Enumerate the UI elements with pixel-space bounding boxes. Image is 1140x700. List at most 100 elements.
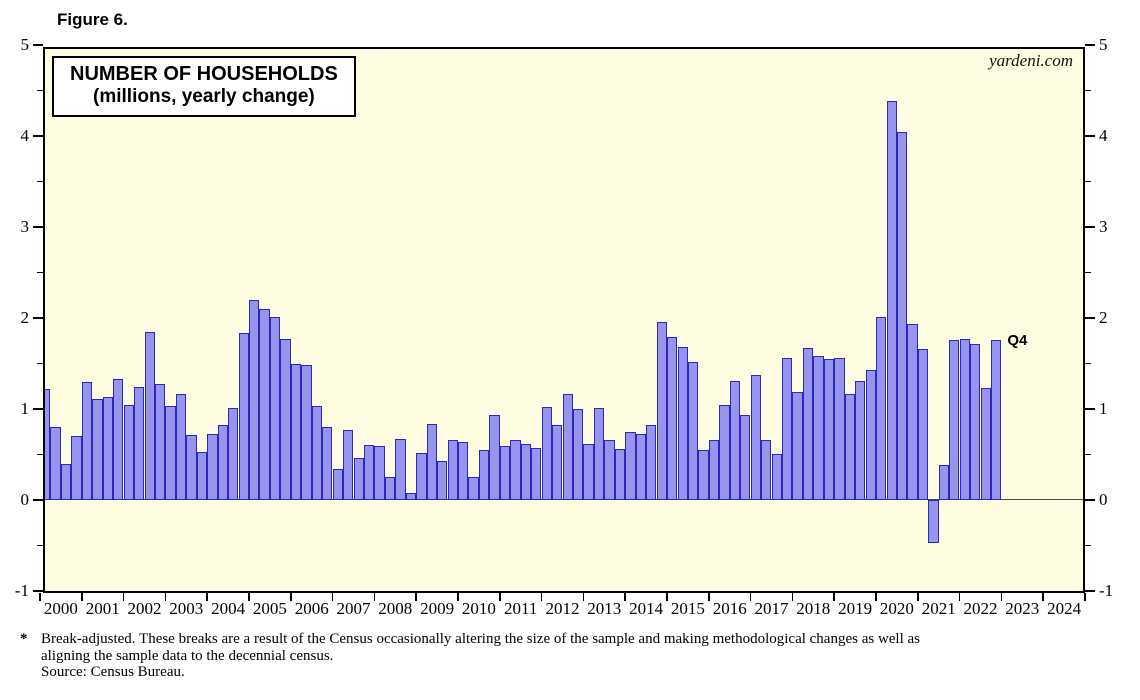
bar-2002-q1 [123, 405, 134, 500]
bar-2014-q2 [635, 433, 646, 500]
bar-2019-q3 [855, 380, 866, 500]
x-axis-label-2001: 2001 [85, 599, 120, 618]
x-tick-2000 [39, 593, 41, 601]
bar-2011-q1 [499, 446, 511, 500]
y-tick-right-4.0 [1085, 135, 1095, 137]
bar-2006-q1 [290, 363, 302, 500]
bar-2003-q1 [165, 406, 176, 500]
bar-2008-q4 [405, 492, 417, 500]
bar-2004-q3 [228, 408, 239, 500]
bar-2020-q1 [876, 317, 887, 500]
bar-2004-q2 [217, 424, 228, 500]
x-axis-label-2002: 2002 [127, 599, 162, 618]
bar-2000-q1 [43, 389, 51, 500]
bar-2022-q3 [980, 388, 991, 500]
y-axis-label-right-3: 3 [1099, 217, 1108, 236]
y-tick-right-5.0 [1085, 44, 1095, 46]
x-tick-2007 [331, 593, 334, 601]
bar-2013-q2 [593, 408, 605, 500]
x-axis-label-2000: 2000 [43, 599, 78, 618]
bar-2017-q4 [781, 358, 793, 500]
x-tick-2010 [457, 593, 459, 601]
x-tick-2025 [1084, 593, 1086, 601]
bar-2001-q1 [81, 381, 93, 500]
watermark-yardeni: yardeni.com [989, 51, 1073, 70]
x-tick-2006 [290, 593, 292, 601]
bar-2019-q2 [844, 394, 855, 500]
x-axis-label-2007: 2007 [336, 599, 371, 618]
bar-2021-q2 [928, 500, 939, 543]
bar-2009-q1 [416, 452, 427, 500]
figure-label: Figure 6. [57, 10, 128, 29]
x-tick-2019 [833, 593, 835, 601]
bar-2021-q3 [938, 465, 950, 500]
y-tick-left-0.0 [33, 499, 43, 501]
x-tick-2002 [122, 593, 125, 601]
bar-2012-q2 [552, 425, 563, 500]
x-axis-label-2023: 2023 [1005, 599, 1040, 618]
y-tick-right-4.5 [1085, 89, 1091, 92]
bar-2009-q3 [437, 460, 448, 500]
bar-2016-q4 [740, 415, 751, 500]
x-axis-label-2012: 2012 [545, 599, 580, 618]
x-tick-2020 [875, 593, 877, 601]
x-axis-label-2013: 2013 [587, 599, 622, 618]
x-tick-2021 [917, 593, 919, 601]
bar-2000-q2 [50, 427, 61, 500]
x-tick-2001 [81, 593, 83, 601]
bar-2001-q4 [113, 379, 124, 500]
bar-2011-q2 [510, 439, 521, 500]
bar-2000-q4 [71, 436, 82, 500]
bar-2009-q4 [447, 439, 458, 500]
x-tick-2015 [666, 593, 668, 601]
footnote-line-1: Break-adjusted. These breaks are a resul… [41, 631, 921, 647]
bar-2007-q4 [363, 444, 375, 500]
x-axis-label-2015: 2015 [670, 599, 705, 618]
bar-2020-q4 [907, 324, 918, 500]
x-axis-label-2011: 2011 [504, 599, 538, 618]
y-axis-label-left-2: 2 [20, 308, 30, 327]
bar-2015-q3 [687, 361, 699, 500]
bar-2018-q3 [813, 356, 824, 500]
y-axis-label-left-5: 5 [20, 35, 30, 54]
bar-2002-q4 [154, 383, 166, 500]
bar-2005-q2 [259, 308, 270, 500]
chart-title: NUMBER OF HOUSEHOLDS [70, 63, 338, 85]
x-axis-label-2016: 2016 [712, 599, 747, 618]
y-tick-left-1.0 [33, 408, 43, 410]
y-tick-left--0.5 [37, 544, 43, 547]
bar-2010-q1 [458, 441, 469, 500]
bar-2002-q3 [144, 331, 155, 500]
bar-2002-q2 [134, 387, 145, 500]
y-axis-label-left-4: 4 [20, 126, 30, 145]
bar-2016-q2 [719, 405, 730, 500]
y-axis-label-left-3: 3 [20, 217, 30, 236]
bar-2005-q1 [249, 299, 260, 500]
x-axis-label-2005: 2005 [252, 599, 287, 618]
x-tick-2012 [540, 593, 543, 601]
x-axis-label-2009: 2009 [420, 599, 455, 618]
bar-2019-q4 [865, 369, 876, 500]
y-axis-label-right-2: 2 [1099, 308, 1108, 327]
x-axis-label-2006: 2006 [294, 599, 329, 618]
bar-2022-q1 [959, 338, 970, 500]
bar-2014-q4 [656, 321, 667, 500]
y-axis-label-right-5: 5 [1099, 35, 1108, 54]
bar-2010-q3 [478, 449, 490, 500]
y-tick-right-2.0 [1085, 317, 1095, 319]
y-tick-left-3.0 [33, 226, 43, 228]
x-tick-2004 [206, 593, 208, 601]
bar-2011-q4 [531, 448, 542, 500]
x-tick-2017 [749, 593, 752, 601]
x-tick-2009 [415, 593, 417, 601]
y-tick-left-2.0 [33, 317, 43, 319]
chart-title-box: NUMBER OF HOUSEHOLDS (millions, yearly c… [52, 56, 356, 117]
bar-2015-q4 [698, 449, 709, 500]
x-axis-label-2017: 2017 [754, 599, 789, 618]
bar-2001-q3 [102, 397, 114, 500]
x-tick-2011 [499, 593, 501, 601]
x-tick-2016 [708, 593, 710, 601]
bar-2012-q1 [541, 407, 552, 500]
y-tick-left-0.5 [37, 453, 43, 456]
footnote-source: Source: Census Bureau. [41, 664, 185, 680]
